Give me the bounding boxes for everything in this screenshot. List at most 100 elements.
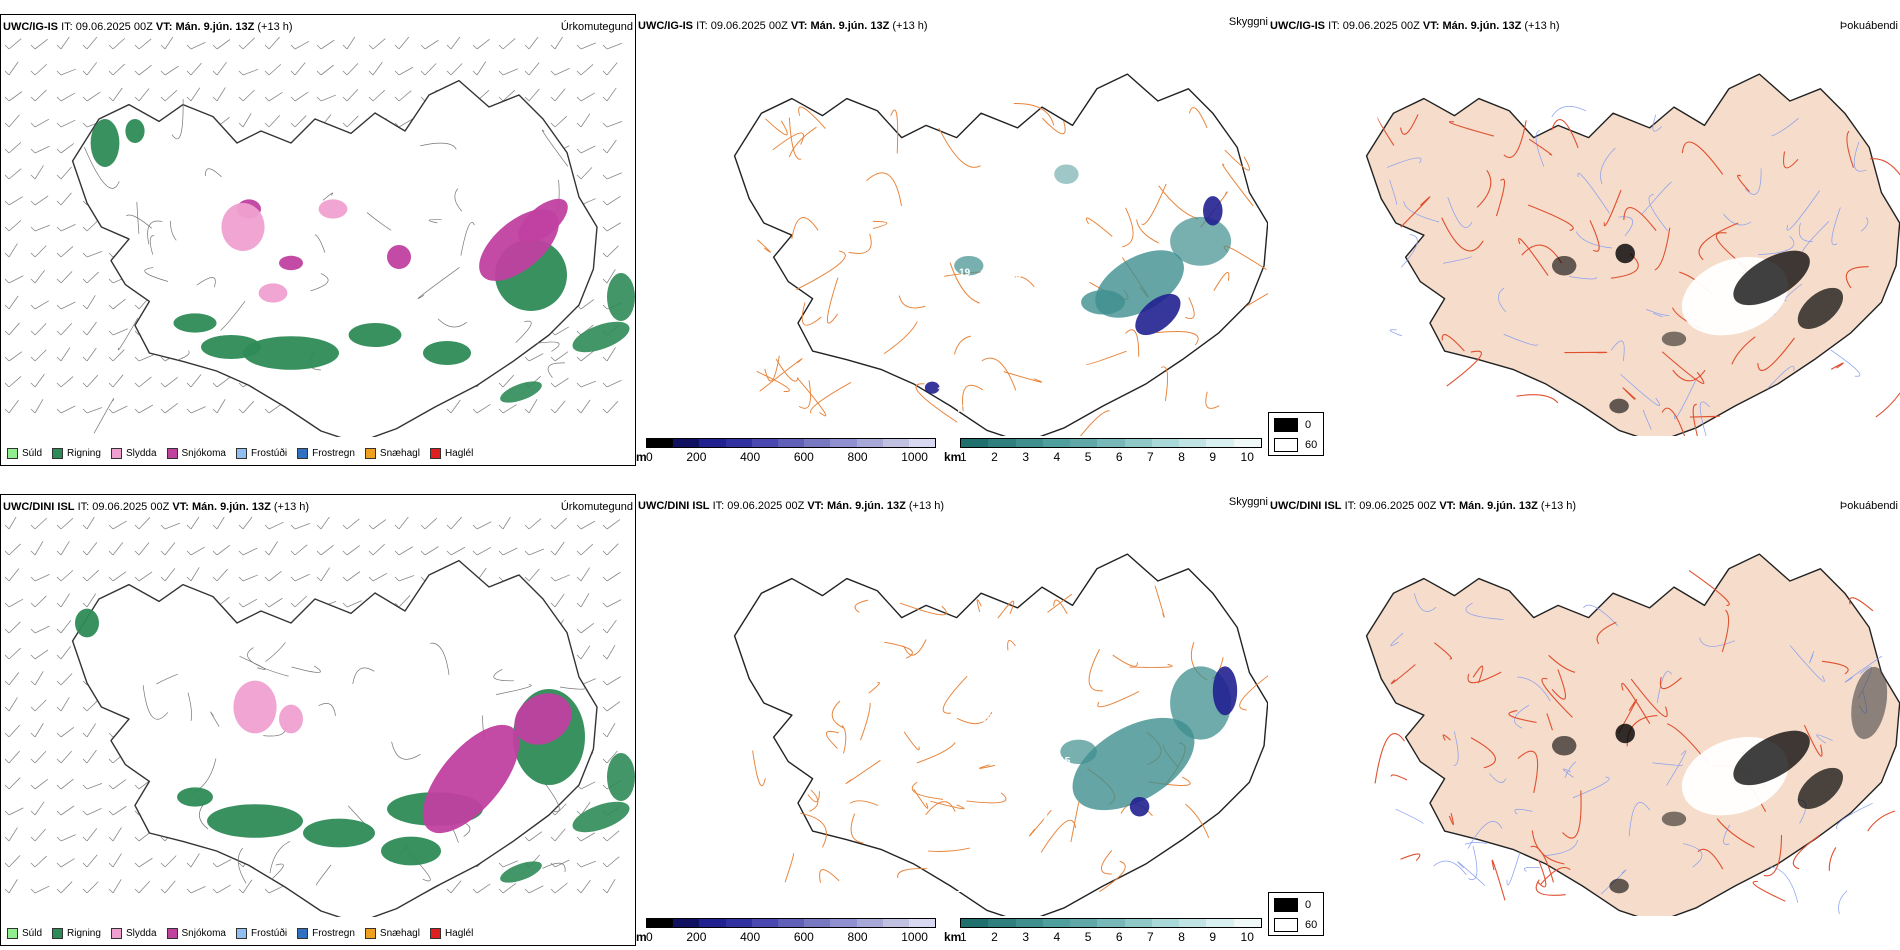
visibility-panel-row2: UWC/DINI ISL IT: 09.06.2025 00Z VT: Mán.… (636, 494, 1268, 946)
ceiling-colorbar: m 0 200 400 600 800 1000 (636, 438, 936, 468)
colorbar-step (1070, 919, 1098, 927)
visibility-label: 234 (1042, 778, 1059, 789)
panel-title: Þokuábendi (1839, 20, 1898, 32)
fog-legend: 0 60 (1268, 892, 1324, 936)
legend-item: Snæhagl (364, 928, 420, 939)
legend-label: Frostúði (250, 448, 288, 459)
colorbar-gradient (646, 438, 936, 448)
legend-label: Rigning (67, 448, 101, 459)
colorbar-step (988, 919, 1016, 927)
legend-swatch (7, 928, 18, 939)
legend-swatch (297, 448, 309, 459)
legend-item: Frostúði (235, 448, 288, 459)
precip-map (4, 517, 635, 917)
fog-legend-low: 0 (1305, 419, 1312, 431)
colorbar-tick: 9 (1209, 450, 1217, 464)
precip-legend: Súld Rigning Slydda Snjókoma Frostúði Frostre… (7, 928, 473, 939)
visibility-label: 284 (1054, 276, 1071, 287)
visibility-label: 77 (957, 404, 969, 415)
fog-legend-high-box (1274, 438, 1298, 452)
colorbar-step (647, 919, 674, 927)
visibility-label: 19685 (993, 270, 1021, 281)
visibility-label: 73 (969, 337, 981, 348)
colorbar-step (1151, 439, 1180, 447)
colorbar-step (856, 919, 883, 927)
legend-swatch (166, 448, 178, 459)
legend-label: Frostregn (312, 928, 355, 939)
colorbar-step (1233, 439, 1261, 447)
legend-item: Rigning (52, 448, 101, 459)
colorbar-step (1015, 919, 1043, 927)
legend-swatch (110, 928, 122, 939)
visibility-label: 129 (959, 747, 976, 758)
colorbar-step (1097, 439, 1125, 447)
visibility-panel-row1: UWC/IG-IS IT: 09.06.2025 00Z VT: Mán. 9.… (636, 14, 1268, 466)
legend-label: Frostúði (250, 928, 288, 939)
legend-swatch (235, 448, 247, 459)
visibility-colorbar: km 1 2 3 4 5 6 7 8 9 10 (944, 438, 1262, 468)
visibility-label: 736 (1042, 813, 1059, 824)
colorbar-unit: m (636, 450, 647, 464)
panel-title: Skyggni (1228, 16, 1268, 28)
colorbar-step (830, 919, 857, 927)
colorbar-step (673, 919, 700, 927)
legend-label: Súld (22, 448, 43, 459)
colorbar-step (777, 919, 805, 927)
colorbar-tick: 200 (686, 450, 707, 464)
visibility-label: 26 (1018, 832, 1030, 843)
colorbar-tick: 5 (1084, 450, 1092, 464)
colorbar-tick: 0 (646, 930, 653, 944)
panel-header: UWC/IG-IS IT: 09.06.2025 00Z VT: Mán. 9.… (1270, 20, 1560, 32)
visibility-label: 153 (932, 738, 949, 749)
colorbar-step (882, 919, 909, 927)
panel-header: UWC/DINI ISL IT: 09.06.2025 00Z VT: Mán.… (3, 501, 310, 513)
visibility-label: 17 (981, 233, 993, 244)
visibility-label: 8 (1088, 732, 1094, 743)
fog-legend-low: 0 (1305, 899, 1312, 911)
panel-title: Skyggni (1228, 496, 1268, 508)
colorbar-unit: km (944, 930, 962, 944)
colorbar-gradient (646, 918, 936, 928)
legend-item: Súld (7, 928, 42, 939)
colorbar-tick: 800 (847, 930, 868, 944)
visibility-label: 370 (969, 817, 986, 828)
colorbar-step (699, 919, 726, 927)
legend-item: Snjókoma (166, 928, 226, 939)
legend-swatch (52, 928, 64, 939)
fog-legend-high: 60 (1305, 439, 1318, 451)
colorbar-tick: 9 (1209, 930, 1217, 944)
visibility-colorbar: km 1 2 3 4 5 6 7 8 9 10 (944, 918, 1262, 948)
colorbar-ticks: 0 200 400 600 800 1000 (646, 930, 928, 944)
colorbar-step (647, 439, 674, 447)
colorbar-step (1151, 919, 1180, 927)
visibility-label: 83 (1042, 333, 1054, 344)
colorbar-step (882, 439, 909, 447)
visibility-label: 115 (1054, 756, 1071, 767)
colorbar-tick: 400 (740, 450, 761, 464)
panel-header: UWC/DINI ISL IT: 09.06.2025 00Z VT: Mán.… (1270, 500, 1577, 512)
colorbar-step (1070, 439, 1098, 447)
legend-swatch (429, 448, 441, 459)
colorbar-gradient (960, 918, 1262, 928)
colorbar-tick: 8 (1178, 930, 1185, 944)
visibility-label: 12 (957, 884, 969, 895)
legend-item: Haglél (429, 928, 473, 939)
colorbar-tick: 10 (1240, 930, 1254, 944)
legend-swatch (364, 448, 376, 459)
colorbar-step (856, 439, 883, 447)
fog-legend: 0 60 (1268, 412, 1324, 456)
colorbar-step (1206, 919, 1234, 927)
visibility-label: 10 (937, 866, 949, 877)
legend-label: Rigning (67, 928, 101, 939)
colorbar-tick: 400 (740, 930, 761, 944)
fog-map (1365, 73, 1900, 436)
panel-header: UWC/IG-IS IT: 09.06.2025 00Z VT: Mán. 9.… (3, 21, 293, 33)
colorbar-tick: 5 (1084, 930, 1092, 944)
precip-type-panel-row1: UWC/IG-IS IT: 09.06.2025 00Z VT: Mán. 9.… (0, 14, 636, 466)
legend-label: Snjókoma (181, 928, 226, 939)
panel-header: UWC/DINI ISL IT: 09.06.2025 00Z VT: Mán.… (638, 500, 945, 512)
colorbar-tick: 800 (847, 450, 868, 464)
precip-map (4, 37, 635, 437)
colorbar-unit: km (944, 450, 962, 464)
